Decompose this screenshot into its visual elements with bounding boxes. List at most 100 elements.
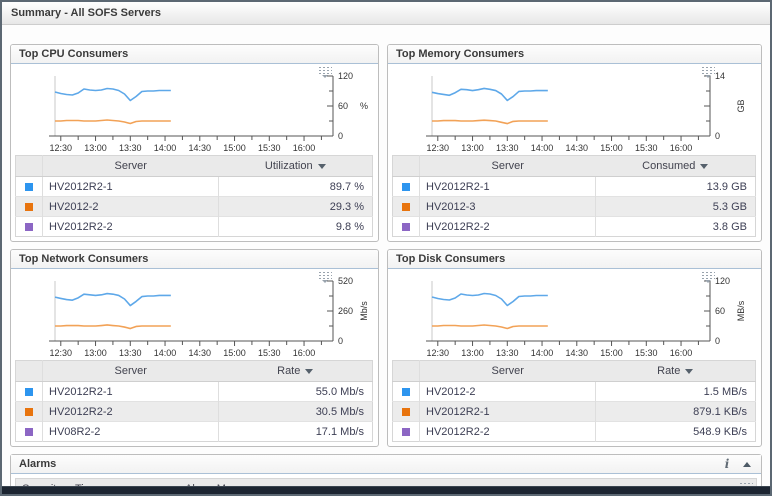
alarms-title: Alarms	[19, 458, 57, 470]
svg-text:12:30: 12:30	[50, 348, 73, 358]
chart-options-icon[interactable]	[702, 271, 715, 283]
info-icon[interactable]	[723, 456, 731, 473]
series-swatch	[402, 427, 410, 436]
table-row[interactable]: HV2012-3 5.3 GB	[392, 196, 756, 217]
svg-text:16:00: 16:00	[670, 348, 693, 358]
server-column-header[interactable]: Server	[42, 360, 219, 382]
svg-text:14:00: 14:00	[531, 143, 554, 153]
panel-top-network-consumers: Top Network Consumers 12:30 13:00 13:30 14:…	[10, 249, 379, 447]
svg-text:15:00: 15:00	[600, 143, 623, 153]
series-swatch-cell	[15, 196, 43, 217]
server-column-header[interactable]: Server	[42, 155, 219, 177]
memory-chart: 12:30 13:00 13:30 14:00 14:30 15:00 15:30 16:00…	[388, 64, 761, 154]
svg-text:14:30: 14:30	[566, 348, 589, 358]
svg-text:260: 260	[338, 306, 353, 316]
table-row[interactable]: HV2012-2 29.3 %	[15, 196, 373, 217]
cpu-consumers-table: Server Utilization HV2012R2-1 89.7 % HV201…	[15, 155, 373, 237]
panel-title-disk: Top Disk Consumers	[388, 250, 761, 269]
value-column-header[interactable]: Rate	[595, 360, 756, 382]
disk-chart-svg: 12:30 13:00 13:30 14:00 14:30 15:00 15:30 16:00…	[426, 276, 746, 358]
metric-value: 89.7 %	[218, 176, 373, 197]
table-row[interactable]: HV2012R2-1 879.1 KB/s	[392, 401, 756, 422]
svg-text:13:00: 13:00	[84, 348, 107, 358]
series-swatch	[402, 202, 410, 211]
server-name: HV2012R2-2	[42, 401, 219, 422]
series-swatch-cell	[15, 381, 43, 402]
table-row[interactable]: HV2012R2-2 30.5 Mb/s	[15, 401, 373, 422]
svg-text:16:00: 16:00	[670, 143, 693, 153]
table-row[interactable]: HV08R2-2 17.1 Mb/s	[15, 421, 373, 442]
swatch-column-header	[392, 360, 420, 382]
metric-value: 9.8 %	[218, 216, 373, 237]
window-bottom-edge	[2, 486, 770, 494]
panel-title-network: Top Network Consumers	[11, 250, 378, 269]
table-row[interactable]: HV2012R2-1 13.9 GB	[392, 176, 756, 197]
collapse-up-icon[interactable]	[743, 461, 751, 467]
series-swatch	[25, 427, 33, 436]
table-row[interactable]: HV2012R2-2 9.8 %	[15, 216, 373, 237]
y-axis-unit: MB/s	[736, 300, 746, 321]
value-column-header[interactable]: Utilization	[218, 155, 373, 177]
svg-text:13:30: 13:30	[496, 143, 519, 153]
y-axis-unit: Mb/s	[359, 301, 369, 321]
disk-consumers-table: Server Rate HV2012-2 1.5 MB/s HV2012R2-1 87…	[392, 360, 756, 442]
network-chart-svg: 12:30 13:00 13:30 14:00 14:30 15:00 15:30 16:00…	[49, 276, 369, 358]
series-swatch-cell	[392, 216, 420, 237]
value-column-header[interactable]: Consumed	[595, 155, 756, 177]
chart-options-icon[interactable]	[702, 66, 715, 78]
table-row[interactable]: HV2012-2 1.5 MB/s	[392, 381, 756, 402]
sort-desc-icon	[685, 368, 694, 374]
svg-text:15:30: 15:30	[635, 348, 658, 358]
svg-text:13:00: 13:00	[84, 143, 107, 153]
table-row[interactable]: HV2012R2-1 55.0 Mb/s	[15, 381, 373, 402]
cpu-chart-svg: 12:30 13:00 13:30 14:00 14:30 15:00 15:30 16:00…	[49, 71, 368, 153]
series-swatch-cell	[15, 401, 43, 422]
series-line-HV2012R2-2	[55, 324, 171, 330]
chart-options-icon[interactable]	[319, 66, 332, 78]
server-name: HV08R2-2	[42, 421, 219, 442]
svg-text:16:00: 16:00	[293, 348, 316, 358]
chart-options-icon[interactable]	[319, 271, 332, 283]
series-line-HV2012R2-1	[432, 324, 548, 330]
metric-value: 879.1 KB/s	[595, 401, 756, 422]
metric-value: 17.1 Mb/s	[218, 421, 373, 442]
series-swatch-cell	[392, 176, 420, 197]
y-axis-unit: GB	[736, 99, 746, 112]
panel-title-memory: Top Memory Consumers	[388, 45, 761, 64]
value-column-header[interactable]: Rate	[218, 360, 373, 382]
table-row[interactable]: HV2012R2-2 548.9 KB/s	[392, 421, 756, 442]
cpu-chart: 12:30 13:00 13:30 14:00 14:30 15:00 15:30 16:00…	[11, 64, 378, 154]
sort-desc-icon	[305, 368, 314, 374]
swatch-column-header	[15, 155, 43, 177]
svg-text:60: 60	[338, 101, 348, 111]
metric-value: 1.5 MB/s	[595, 381, 756, 402]
series-line-HV2012-2	[55, 119, 171, 125]
table-row[interactable]: HV2012R2-2 3.8 GB	[392, 216, 756, 237]
svg-text:15:30: 15:30	[635, 143, 658, 153]
server-column-header[interactable]: Server	[419, 360, 596, 382]
alarms-header: Alarms	[11, 455, 761, 474]
server-column-header[interactable]: Server	[419, 155, 596, 177]
swatch-column-header	[392, 155, 420, 177]
series-swatch-cell	[15, 176, 43, 197]
network-chart: 12:30 13:00 13:30 14:00 14:30 15:00 15:30 16:00…	[11, 269, 378, 359]
metric-value: 55.0 Mb/s	[218, 381, 373, 402]
svg-text:16:00: 16:00	[293, 143, 316, 153]
svg-text:15:00: 15:00	[223, 143, 246, 153]
svg-text:0: 0	[715, 336, 720, 346]
series-line-HV2012-3	[432, 119, 548, 125]
server-name: HV2012-3	[419, 196, 596, 217]
series-swatch	[402, 182, 410, 191]
svg-text:12:30: 12:30	[50, 143, 73, 153]
svg-text:15:00: 15:00	[223, 348, 246, 358]
series-swatch-cell	[15, 216, 43, 237]
svg-text:120: 120	[338, 71, 353, 81]
svg-text:13:30: 13:30	[119, 143, 142, 153]
table-row[interactable]: HV2012R2-1 89.7 %	[15, 176, 373, 197]
svg-text:15:30: 15:30	[258, 143, 281, 153]
panel-top-memory-consumers: Top Memory Consumers 12:30 13:00 13:30 14:0…	[387, 44, 762, 242]
server-name: HV2012R2-2	[419, 421, 596, 442]
network-consumers-table: Server Rate HV2012R2-1 55.0 Mb/s HV2012R2-…	[15, 360, 373, 442]
svg-text:14: 14	[715, 71, 725, 81]
